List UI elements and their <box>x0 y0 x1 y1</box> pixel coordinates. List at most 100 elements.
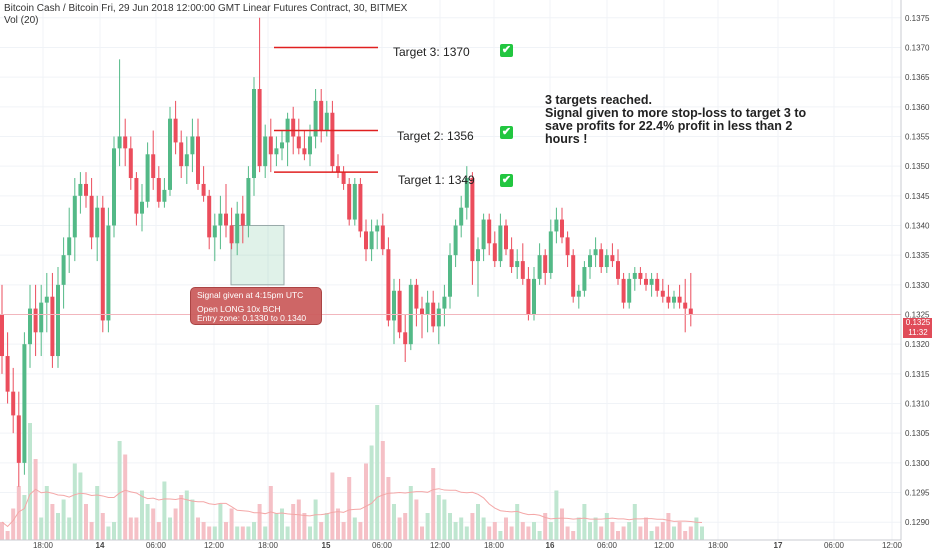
volume-bar <box>576 517 581 540</box>
check-icon: ✔ <box>500 174 513 187</box>
volume-bar <box>459 517 464 540</box>
candle-body <box>526 278 531 315</box>
volume-bar <box>481 517 486 540</box>
price-tick-label: 0.1370 <box>905 43 930 52</box>
volume-bar <box>442 499 447 540</box>
volume-bar <box>313 499 318 540</box>
volume-bar <box>106 526 111 540</box>
candle-body <box>78 183 83 196</box>
volume-bar <box>660 522 665 540</box>
volume-bar <box>492 522 497 540</box>
volume-bar <box>672 526 676 540</box>
volume-bar <box>117 441 122 540</box>
candle-body <box>548 231 553 273</box>
volume-bar <box>604 513 609 540</box>
candle-body <box>347 183 352 220</box>
volume-bar <box>548 522 553 540</box>
candle-body <box>319 100 324 131</box>
volume-bar <box>593 517 598 540</box>
entry-zone-box <box>230 224 285 286</box>
candle-body <box>414 284 419 309</box>
signal-callout: Signal given at 4:15pm UTC Open LONG 10x… <box>190 287 322 325</box>
candle-body <box>145 154 150 202</box>
candle-body <box>5 356 10 392</box>
volume-bar <box>280 508 284 540</box>
volume-bar <box>649 531 654 540</box>
candle-body <box>33 308 38 333</box>
volume-bar <box>610 522 615 540</box>
candle-body <box>336 166 340 173</box>
volume-bar <box>476 504 480 540</box>
candle-body <box>476 249 480 262</box>
candle-body <box>604 255 609 268</box>
volume-bar <box>72 463 77 540</box>
candle-body <box>67 237 72 256</box>
volume-bar <box>554 490 559 540</box>
candle-body <box>672 296 676 303</box>
candle-body <box>235 213 240 244</box>
candle-body <box>100 207 105 321</box>
candle-body <box>425 302 430 315</box>
candle-body <box>112 148 116 226</box>
candle-body <box>240 213 245 226</box>
candle-body <box>352 183 357 220</box>
candle-body <box>257 89 262 167</box>
price-tick-label: 0.1330 <box>905 281 930 290</box>
volume-bar <box>515 504 520 540</box>
volume-bar <box>33 459 38 540</box>
signal-line: Entry zone: 0.1330 to 0.1340 <box>197 313 307 323</box>
candle-body <box>688 308 693 315</box>
volume-bar <box>134 517 139 540</box>
volume-bar <box>509 526 514 540</box>
volume-bar <box>414 499 419 540</box>
volume-bar <box>420 526 424 540</box>
volume-indicator-label[interactable]: Vol (20) <box>4 15 39 26</box>
candle-body <box>644 278 648 285</box>
candle-body <box>11 391 16 416</box>
candle-body <box>442 296 447 309</box>
volume-bar <box>565 526 570 540</box>
candle-body <box>28 308 32 345</box>
candle-body <box>554 219 559 232</box>
volume-bar <box>364 463 368 540</box>
volume-bar <box>218 504 223 540</box>
candle-body <box>683 302 688 309</box>
volume-bar <box>207 526 212 540</box>
candle-body <box>638 272 643 279</box>
candle-body <box>173 118 178 143</box>
candle-body <box>492 243 497 262</box>
candle-body <box>106 225 111 321</box>
candle-body <box>22 344 27 463</box>
volume-bar <box>50 504 55 540</box>
volume-bar <box>95 486 100 540</box>
time-tick-label: 06:00 <box>372 541 393 550</box>
volume-bar <box>140 490 144 540</box>
candle-body <box>666 296 671 303</box>
candle-body <box>627 278 632 303</box>
volume-bars <box>0 405 704 540</box>
candle-body <box>397 290 402 333</box>
time-tick-label: 12:00 <box>204 541 225 550</box>
volume-bar <box>22 495 27 540</box>
volume-bar <box>520 522 525 540</box>
price-axis[interactable]: 0.1375 0.1370 0.1365 0.1360 0.1355 0.1350 0.13… <box>905 14 930 527</box>
targets-reached-note: 3 targets reached. Signal given to more … <box>545 94 835 146</box>
volume-bar <box>252 522 256 540</box>
candle-body <box>140 201 144 214</box>
candle-body <box>582 267 587 291</box>
time-axis[interactable]: 18:00 14 06:00 12:00 18:00 15 06:00 12:00 18:00 1… <box>33 541 903 550</box>
candle-body <box>386 249 391 321</box>
target-2-label: Target 2: 1356 <box>397 129 474 143</box>
time-tick-label: 12:00 <box>430 541 451 550</box>
candle-body <box>128 148 133 179</box>
candle-body <box>72 195 77 238</box>
volume-bar <box>112 522 116 540</box>
volume-bar <box>599 526 604 540</box>
volume-bar <box>537 531 542 540</box>
volume-bar <box>386 477 391 540</box>
candle-body <box>123 136 128 149</box>
candle-body <box>291 118 296 137</box>
volume-bar <box>257 504 262 540</box>
signal-line: Open LONG 10x BCH <box>197 303 281 314</box>
